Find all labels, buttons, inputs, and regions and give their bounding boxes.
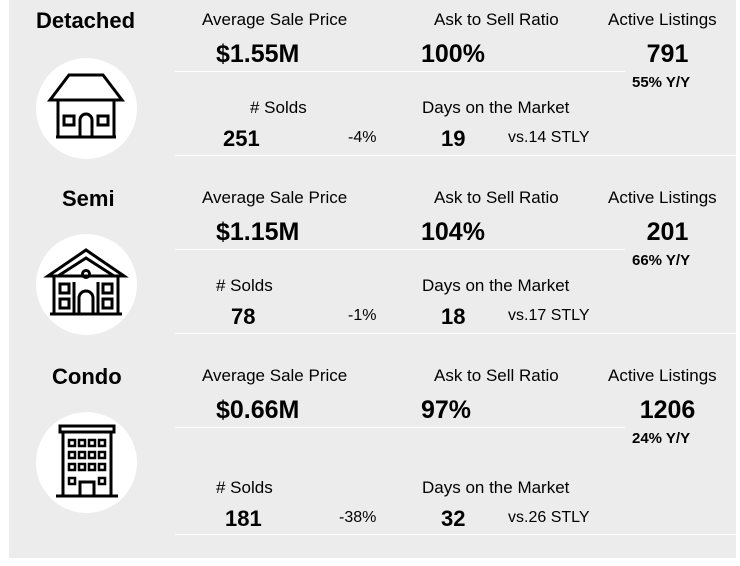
solds-value: 181 xyxy=(225,506,262,531)
ask-ratio-value: 100% xyxy=(421,40,485,68)
ask-ratio-label: Ask to Sell Ratio xyxy=(434,366,559,385)
divider xyxy=(400,427,625,428)
dom-compare: vs.14 STLY xyxy=(508,129,590,146)
divider xyxy=(175,249,400,250)
avg-price-value: $1.55M xyxy=(216,40,300,68)
dom-label: Days on the Market xyxy=(422,98,570,117)
avg-price-value: $1.15M xyxy=(216,218,300,246)
solds-value: 78 xyxy=(231,304,256,329)
section-title: Semi xyxy=(62,186,115,211)
ask-ratio-value: 104% xyxy=(421,218,485,246)
active-yoy: 24% Y/Y xyxy=(632,430,691,447)
dom-value: 19 xyxy=(441,126,466,151)
section-semi: Semi Average Sale Pric xyxy=(9,178,736,356)
avg-price-label: Average Sale Price xyxy=(202,10,348,29)
divider xyxy=(400,155,736,156)
section-detached: Detached Average Sale Price $1.55M Ask t… xyxy=(9,0,736,178)
divider xyxy=(175,333,400,334)
avg-price-value: $0.66M xyxy=(216,396,300,424)
divider xyxy=(175,427,400,428)
active-listings-label: Active Listings xyxy=(608,10,717,29)
divider xyxy=(175,534,400,535)
active-yoy: 66% Y/Y xyxy=(632,252,691,269)
dom-label: Days on the Market xyxy=(422,276,570,295)
divider xyxy=(400,333,736,334)
semi-house-icon xyxy=(36,234,137,335)
divider xyxy=(175,155,400,156)
dom-value: 18 xyxy=(441,304,466,329)
active-listings-label: Active Listings xyxy=(608,366,717,385)
section-condo: Condo Average S xyxy=(9,356,736,558)
avg-price-label: Average Sale Price xyxy=(202,188,348,207)
condo-building-icon xyxy=(36,412,137,513)
ask-ratio-label: Ask to Sell Ratio xyxy=(434,10,559,29)
active-listings-label: Active Listings xyxy=(608,188,717,207)
dom-compare: vs.17 STLY xyxy=(508,307,590,324)
house-icon xyxy=(36,58,137,159)
divider xyxy=(400,71,625,72)
dom-compare: vs.26 STLY xyxy=(508,509,590,526)
solds-label: # Solds xyxy=(216,478,273,497)
dom-label: Days on the Market xyxy=(422,478,570,497)
solds-change: -38% xyxy=(339,509,377,526)
divider xyxy=(400,534,736,535)
divider xyxy=(175,71,400,72)
active-listings-value: 201 xyxy=(646,218,689,246)
section-title: Condo xyxy=(52,364,122,389)
active-listings-value: 1206 xyxy=(639,396,696,424)
ask-ratio-value: 97% xyxy=(421,396,472,424)
market-stats-panel: Detached Average Sale Price $1.55M Ask t… xyxy=(9,0,736,558)
solds-change: -1% xyxy=(348,307,377,324)
solds-label: # Solds xyxy=(250,98,307,117)
active-yoy: 55% Y/Y xyxy=(632,74,691,91)
divider xyxy=(400,249,625,250)
solds-label: # Solds xyxy=(216,276,273,295)
section-title: Detached xyxy=(36,8,136,33)
dom-value: 32 xyxy=(441,506,466,531)
solds-change: -4% xyxy=(348,129,377,146)
solds-value: 251 xyxy=(223,126,260,151)
active-listings-value: 791 xyxy=(646,40,689,68)
ask-ratio-label: Ask to Sell Ratio xyxy=(434,188,559,207)
avg-price-label: Average Sale Price xyxy=(202,366,348,385)
